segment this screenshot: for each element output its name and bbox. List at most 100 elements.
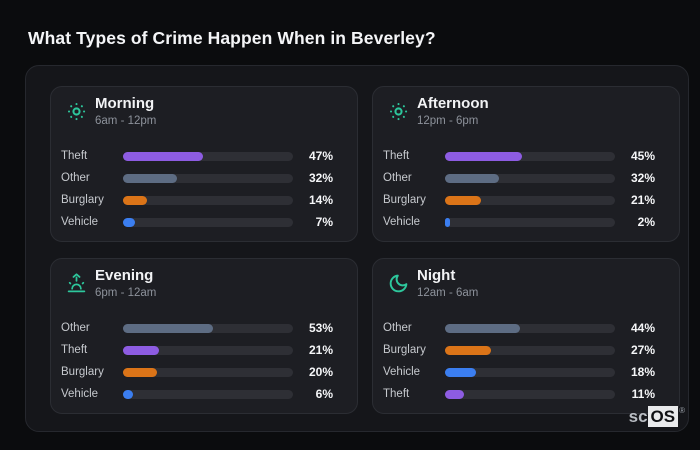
bar-label: Burglary bbox=[61, 194, 104, 206]
bar-row: Vehicle 7% bbox=[61, 211, 333, 233]
page-title: What Types of Crime Happen When in Bever… bbox=[28, 28, 436, 48]
bar-value: 20% bbox=[308, 365, 333, 379]
bar-label: Other bbox=[383, 322, 412, 334]
bar-row: Other 32% bbox=[383, 167, 655, 189]
bar-row: Vehicle 2% bbox=[383, 211, 655, 233]
bar-row: Vehicle 6% bbox=[61, 383, 333, 405]
panel-header: Night 12am - 6am bbox=[383, 267, 655, 300]
panel-time-range: 12am - 6am bbox=[417, 287, 479, 299]
bar-value: 45% bbox=[630, 149, 655, 163]
panel-title: Evening bbox=[95, 267, 154, 284]
bar-fill bbox=[445, 345, 491, 355]
panel-titles: Morning 6am - 12pm bbox=[95, 95, 156, 128]
panel-title: Night bbox=[417, 267, 456, 284]
sun-icon bbox=[65, 101, 87, 123]
sun-icon bbox=[387, 101, 409, 123]
bar-value: 44% bbox=[630, 321, 655, 335]
bar-value: 53% bbox=[308, 321, 333, 335]
bar-value: 32% bbox=[308, 171, 333, 185]
bar-fill bbox=[445, 389, 464, 399]
bar-row: Other 44% bbox=[383, 317, 655, 339]
watermark-text-os: OS bbox=[647, 406, 679, 427]
panel-title: Afternoon bbox=[417, 95, 489, 112]
bar-value: 32% bbox=[630, 171, 655, 185]
bar-track bbox=[445, 345, 615, 355]
bar-value: 27% bbox=[630, 343, 655, 357]
bar-track bbox=[123, 151, 293, 161]
bar-rows: Theft 47% Other 32% Burglary 14% Vehicle… bbox=[61, 145, 333, 233]
bar-value: 6% bbox=[315, 387, 333, 401]
bar-row: Theft 11% bbox=[383, 383, 655, 405]
panel-titles: Afternoon 12pm - 6pm bbox=[417, 95, 489, 128]
bar-row: Theft 21% bbox=[61, 339, 333, 361]
bar-fill bbox=[445, 195, 481, 205]
bar-track bbox=[123, 389, 293, 399]
bar-track bbox=[123, 195, 293, 205]
bar-fill bbox=[123, 323, 214, 333]
panel-title: Morning bbox=[95, 95, 155, 112]
bar-track bbox=[445, 367, 615, 377]
moon-icon bbox=[387, 273, 409, 295]
bar-rows: Other 53% Theft 21% Burglary 20% Vehicle… bbox=[61, 317, 333, 405]
watermark-text-sc: sc bbox=[628, 407, 648, 426]
bar-track bbox=[123, 173, 293, 183]
bar-value: 7% bbox=[315, 215, 333, 229]
bar-track bbox=[445, 151, 615, 161]
bar-row: Burglary 20% bbox=[61, 361, 333, 383]
bar-label: Vehicle bbox=[383, 366, 421, 378]
bar-row: Theft 47% bbox=[61, 145, 333, 167]
bar-track bbox=[123, 367, 293, 377]
bar-fill bbox=[445, 367, 476, 377]
bar-label: Other bbox=[383, 172, 412, 184]
panel-header: Evening 6pm - 12am bbox=[61, 267, 333, 300]
bar-fill bbox=[123, 345, 159, 355]
panel-morning: Morning 6am - 12pm Theft 47% Other 32% B… bbox=[50, 86, 358, 242]
bar-value: 2% bbox=[637, 215, 655, 229]
bar-label: Theft bbox=[383, 150, 410, 162]
bar-track bbox=[123, 217, 293, 227]
panel-header: Afternoon 12pm - 6pm bbox=[383, 95, 655, 128]
bar-value: 11% bbox=[631, 387, 655, 401]
panel-titles: Night 12am - 6am bbox=[417, 267, 478, 300]
dashboard-card: Morning 6am - 12pm Theft 47% Other 32% B… bbox=[25, 65, 689, 432]
bar-label: Theft bbox=[383, 388, 410, 400]
bar-fill bbox=[445, 151, 522, 161]
bar-row: Theft 45% bbox=[383, 145, 655, 167]
watermark-logo: sc OS ® bbox=[629, 406, 685, 427]
bar-fill bbox=[123, 367, 157, 377]
bar-value: 21% bbox=[308, 343, 333, 357]
bar-track bbox=[123, 345, 293, 355]
bar-fill bbox=[445, 323, 520, 333]
bar-track bbox=[123, 323, 293, 333]
bar-track bbox=[445, 195, 615, 205]
sunset-icon bbox=[65, 273, 87, 295]
bar-rows: Other 44% Burglary 27% Vehicle 18% Theft… bbox=[383, 317, 655, 405]
panels-grid: Morning 6am - 12pm Theft 47% Other 32% B… bbox=[50, 86, 680, 414]
bar-fill bbox=[123, 217, 135, 227]
panel-afternoon: Afternoon 12pm - 6pm Theft 45% Other 32%… bbox=[372, 86, 680, 242]
panel-time-range: 6am - 12pm bbox=[95, 115, 157, 127]
bar-track bbox=[445, 389, 615, 399]
bar-track bbox=[445, 217, 615, 227]
bar-fill bbox=[123, 195, 147, 205]
bar-row: Burglary 14% bbox=[61, 189, 333, 211]
bar-row: Burglary 21% bbox=[383, 189, 655, 211]
bar-fill bbox=[123, 173, 178, 183]
bar-label: Burglary bbox=[383, 344, 426, 356]
panel-night: Night 12am - 6am Other 44% Burglary 27% … bbox=[372, 258, 680, 414]
bar-fill bbox=[445, 217, 450, 227]
panel-header: Morning 6am - 12pm bbox=[61, 95, 333, 128]
bar-label: Vehicle bbox=[383, 216, 421, 228]
registered-trademark-icon: ® bbox=[679, 406, 685, 415]
panel-time-range: 12pm - 6pm bbox=[417, 115, 479, 127]
panel-evening: Evening 6pm - 12am Other 53% Theft 21% B… bbox=[50, 258, 358, 414]
bar-label: Burglary bbox=[383, 194, 426, 206]
bar-value: 14% bbox=[308, 193, 333, 207]
bar-fill bbox=[445, 173, 500, 183]
bar-value: 21% bbox=[630, 193, 655, 207]
bar-label: Burglary bbox=[61, 366, 104, 378]
bar-label: Theft bbox=[61, 344, 88, 356]
bar-label: Theft bbox=[61, 150, 88, 162]
bar-track bbox=[445, 323, 615, 333]
bar-track bbox=[445, 173, 615, 183]
